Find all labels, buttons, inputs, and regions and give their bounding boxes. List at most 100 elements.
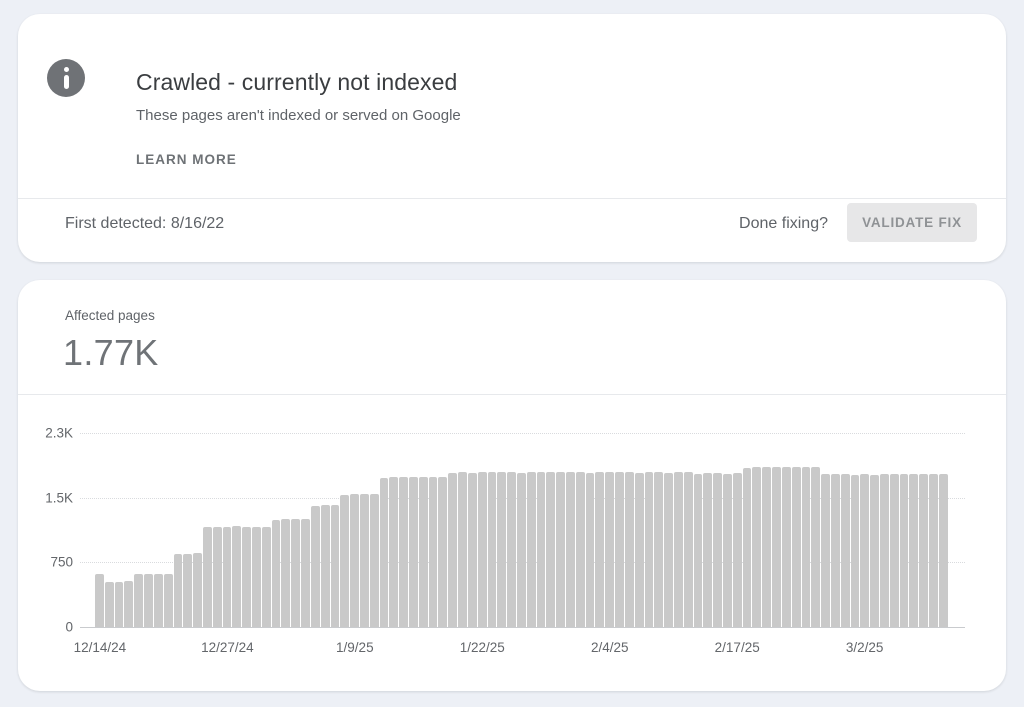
chart-bar[interactable] <box>202 527 212 627</box>
chart-bar[interactable] <box>516 473 526 627</box>
chart-bar[interactable] <box>566 472 575 627</box>
chart-bar[interactable] <box>811 467 821 627</box>
chart-bar[interactable] <box>232 526 242 627</box>
chart-bar[interactable] <box>723 474 732 627</box>
learn-more-link[interactable]: LEARN MORE <box>136 152 237 167</box>
chart-bar[interactable] <box>683 472 693 627</box>
chart-bar[interactable] <box>880 474 889 627</box>
chart-bar[interactable] <box>929 474 938 627</box>
chart-bar[interactable] <box>850 475 860 627</box>
chart-bar[interactable] <box>781 467 791 627</box>
chart-bar[interactable] <box>791 467 801 627</box>
chart-bar[interactable] <box>183 554 193 627</box>
chart-bar[interactable] <box>673 472 683 627</box>
chart-bar[interactable] <box>664 473 673 627</box>
x-tick-label: 2/17/25 <box>714 640 760 655</box>
bar-series-affected-pages <box>95 427 948 627</box>
chart-bar[interactable] <box>320 505 330 627</box>
divider <box>18 198 1006 199</box>
chart-bar[interactable] <box>252 527 261 627</box>
chart-bar[interactable] <box>615 472 624 627</box>
chart-bar[interactable] <box>330 505 340 627</box>
chart-bar[interactable] <box>467 473 477 627</box>
chart-bar[interactable] <box>634 473 644 627</box>
chart-bar[interactable] <box>271 520 281 627</box>
chart-bar[interactable] <box>713 473 722 627</box>
chart-bar[interactable] <box>860 474 870 627</box>
chart-bar[interactable] <box>144 574 153 627</box>
chart-bar[interactable] <box>104 582 114 627</box>
chart-bar[interactable] <box>438 477 448 627</box>
info-icon <box>47 59 85 97</box>
chart-bar[interactable] <box>448 473 458 627</box>
chart-bar[interactable] <box>605 472 615 627</box>
chart-bar[interactable] <box>301 519 310 627</box>
chart-bar[interactable] <box>281 519 291 627</box>
chart-bar[interactable] <box>193 553 202 627</box>
chart-bar[interactable] <box>134 574 144 627</box>
chart-bar[interactable] <box>95 574 104 627</box>
chart-bar[interactable] <box>163 574 173 627</box>
chart-bar[interactable] <box>546 472 556 627</box>
chart-bar[interactable] <box>624 472 634 627</box>
chart-bar[interactable] <box>889 474 899 627</box>
chart-bar[interactable] <box>114 582 124 627</box>
chart-bar[interactable] <box>556 472 565 627</box>
gridline <box>80 433 965 434</box>
chart-bar[interactable] <box>212 527 222 627</box>
done-fixing-label: Done fixing? <box>739 215 828 232</box>
y-tick-label: 750 <box>50 554 73 570</box>
chart-bar[interactable] <box>801 467 811 627</box>
chart-bar[interactable] <box>732 473 742 627</box>
chart-bar[interactable] <box>536 472 546 627</box>
chart-bar[interactable] <box>742 468 752 627</box>
validate-fix-button[interactable]: VALIDATE FIX <box>847 203 977 242</box>
chart-bar[interactable] <box>153 574 163 627</box>
x-tick-label: 1/22/25 <box>459 640 505 655</box>
chart-bar[interactable] <box>840 474 850 627</box>
chart-bar[interactable] <box>409 477 418 627</box>
chart-bar[interactable] <box>261 527 271 627</box>
chart-bar[interactable] <box>124 581 134 627</box>
chart-bar[interactable] <box>693 474 703 627</box>
chart-bar[interactable] <box>477 472 487 627</box>
chart-bar[interactable] <box>575 472 585 627</box>
chart-bar[interactable] <box>369 494 379 627</box>
chart-bar[interactable] <box>428 477 438 627</box>
x-tick-label: 12/27/24 <box>201 640 254 655</box>
chart-bar[interactable] <box>359 494 369 627</box>
chart-bar[interactable] <box>644 472 654 627</box>
chart-bar[interactable] <box>173 554 183 627</box>
chart-bar[interactable] <box>772 467 781 627</box>
chart-bar[interactable] <box>585 473 595 627</box>
chart-bar[interactable] <box>595 472 605 627</box>
chart-bar[interactable] <box>291 519 301 627</box>
chart-bar[interactable] <box>222 527 232 627</box>
chart-bar[interactable] <box>526 472 536 627</box>
x-tick-label: 2/4/25 <box>590 640 629 655</box>
chart-bar[interactable] <box>497 472 507 627</box>
chart-bar[interactable] <box>379 478 389 627</box>
chart-bar[interactable] <box>418 477 428 627</box>
chart-bar[interactable] <box>909 474 919 627</box>
chart-bar[interactable] <box>350 494 359 627</box>
chart-bar[interactable] <box>399 477 408 627</box>
chart-bar[interactable] <box>752 467 762 627</box>
chart-bar[interactable] <box>899 474 909 627</box>
y-tick-label: 2.3K <box>45 425 73 441</box>
chart-bar[interactable] <box>458 472 467 627</box>
chart-bar[interactable] <box>703 473 713 627</box>
chart-bar[interactable] <box>938 474 948 627</box>
chart-bar[interactable] <box>919 474 929 627</box>
chart-bar[interactable] <box>821 474 830 627</box>
chart-bar[interactable] <box>310 506 320 627</box>
chart-bar[interactable] <box>340 495 350 627</box>
chart-bar[interactable] <box>242 527 251 627</box>
chart-bar[interactable] <box>870 475 879 627</box>
chart-bar[interactable] <box>487 472 497 627</box>
chart-bar[interactable] <box>654 472 664 627</box>
chart-bar[interactable] <box>507 472 516 627</box>
chart-bar[interactable] <box>762 467 772 627</box>
chart-bar[interactable] <box>389 477 399 627</box>
chart-bar[interactable] <box>830 474 840 627</box>
